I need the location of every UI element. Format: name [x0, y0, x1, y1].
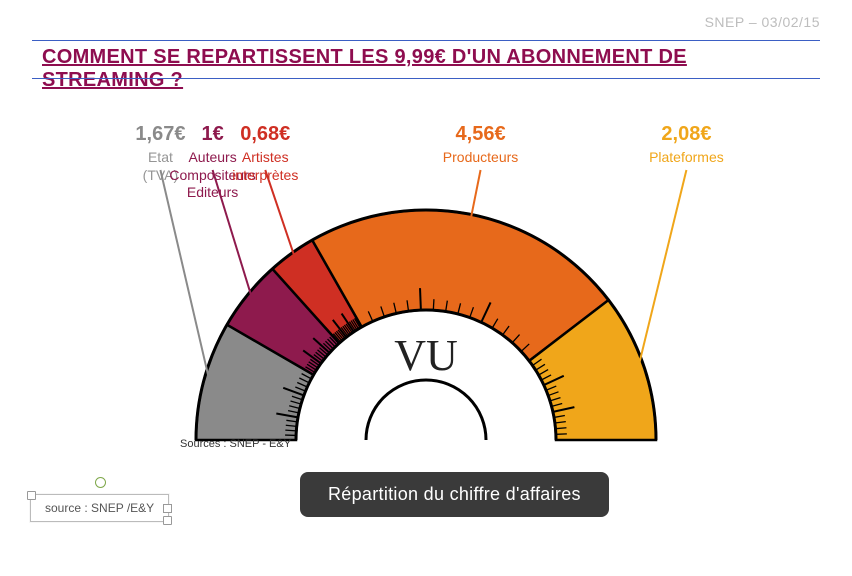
- selected-textbox[interactable]: source : SNEP /E&Y: [30, 494, 169, 522]
- svg-text:VU: VU: [394, 331, 458, 380]
- gauge-seg-label: 4,56€Producteurs: [411, 122, 551, 167]
- page-title: COMMENT SE REPARTISSENT LES 9,99€ D'UN A…: [42, 46, 810, 92]
- gauge-seg-label: 0,68€Artistesinterprètes: [195, 122, 335, 184]
- gauge-seg-label: 2,08€Plateformes: [616, 122, 756, 167]
- rotate-handle-icon[interactable]: [95, 477, 106, 488]
- header-meta: SNEP – 03/02/15: [705, 14, 820, 30]
- resize-handle-icon[interactable]: [163, 504, 172, 513]
- rule-bottom: [32, 78, 820, 79]
- selected-textbox-text: source : SNEP /E&Y: [45, 501, 154, 515]
- chart-subtitle-pill: Répartition du chiffre d'affaires: [300, 472, 609, 517]
- gauge-chart: VU: [0, 140, 852, 460]
- rule-top: [32, 40, 820, 41]
- chart-source: Sources : SNEP - E&Y: [180, 438, 291, 450]
